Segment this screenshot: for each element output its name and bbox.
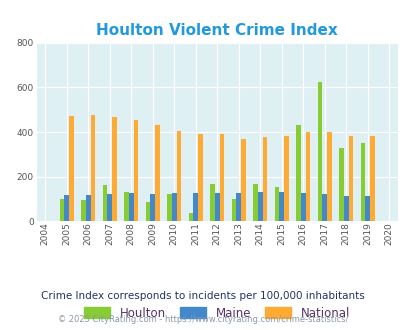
Bar	[219, 134, 224, 221]
Bar	[241, 139, 245, 221]
Bar	[133, 120, 138, 221]
Bar	[348, 136, 352, 221]
Bar	[360, 143, 364, 221]
Bar	[85, 195, 90, 221]
Bar	[257, 192, 262, 221]
Legend: Houlton, Maine, National: Houlton, Maine, National	[79, 302, 354, 324]
Bar	[364, 196, 369, 221]
Bar	[81, 200, 85, 221]
Bar	[176, 131, 181, 221]
Bar	[305, 132, 309, 221]
Bar	[338, 148, 343, 221]
Bar	[274, 186, 279, 221]
Bar	[252, 184, 257, 221]
Bar	[124, 192, 128, 221]
Bar	[102, 185, 107, 221]
Bar	[167, 194, 171, 221]
Bar	[210, 184, 214, 221]
Bar	[198, 134, 202, 221]
Bar	[112, 117, 117, 221]
Bar	[369, 136, 374, 221]
Bar	[322, 194, 326, 221]
Bar	[69, 116, 74, 221]
Bar	[150, 194, 155, 221]
Bar	[262, 137, 266, 221]
Bar	[284, 136, 288, 221]
Bar	[231, 199, 236, 221]
Bar	[60, 199, 64, 221]
Bar	[64, 195, 69, 221]
Bar	[300, 193, 305, 221]
Bar	[145, 202, 150, 221]
Bar	[343, 196, 348, 221]
Text: Crime Index corresponds to incidents per 100,000 inhabitants: Crime Index corresponds to incidents per…	[41, 291, 364, 301]
Bar	[326, 132, 331, 221]
Bar	[90, 115, 95, 221]
Bar	[107, 194, 112, 221]
Title: Houlton Violent Crime Index: Houlton Violent Crime Index	[96, 22, 337, 38]
Bar	[317, 82, 322, 221]
Bar	[171, 193, 176, 221]
Text: © 2025 CityRating.com - https://www.cityrating.com/crime-statistics/: © 2025 CityRating.com - https://www.city…	[58, 315, 347, 324]
Bar	[193, 193, 198, 221]
Bar	[128, 193, 133, 221]
Bar	[188, 213, 193, 221]
Bar	[279, 192, 284, 221]
Bar	[214, 193, 219, 221]
Bar	[236, 193, 241, 221]
Bar	[295, 125, 300, 221]
Bar	[155, 125, 160, 221]
